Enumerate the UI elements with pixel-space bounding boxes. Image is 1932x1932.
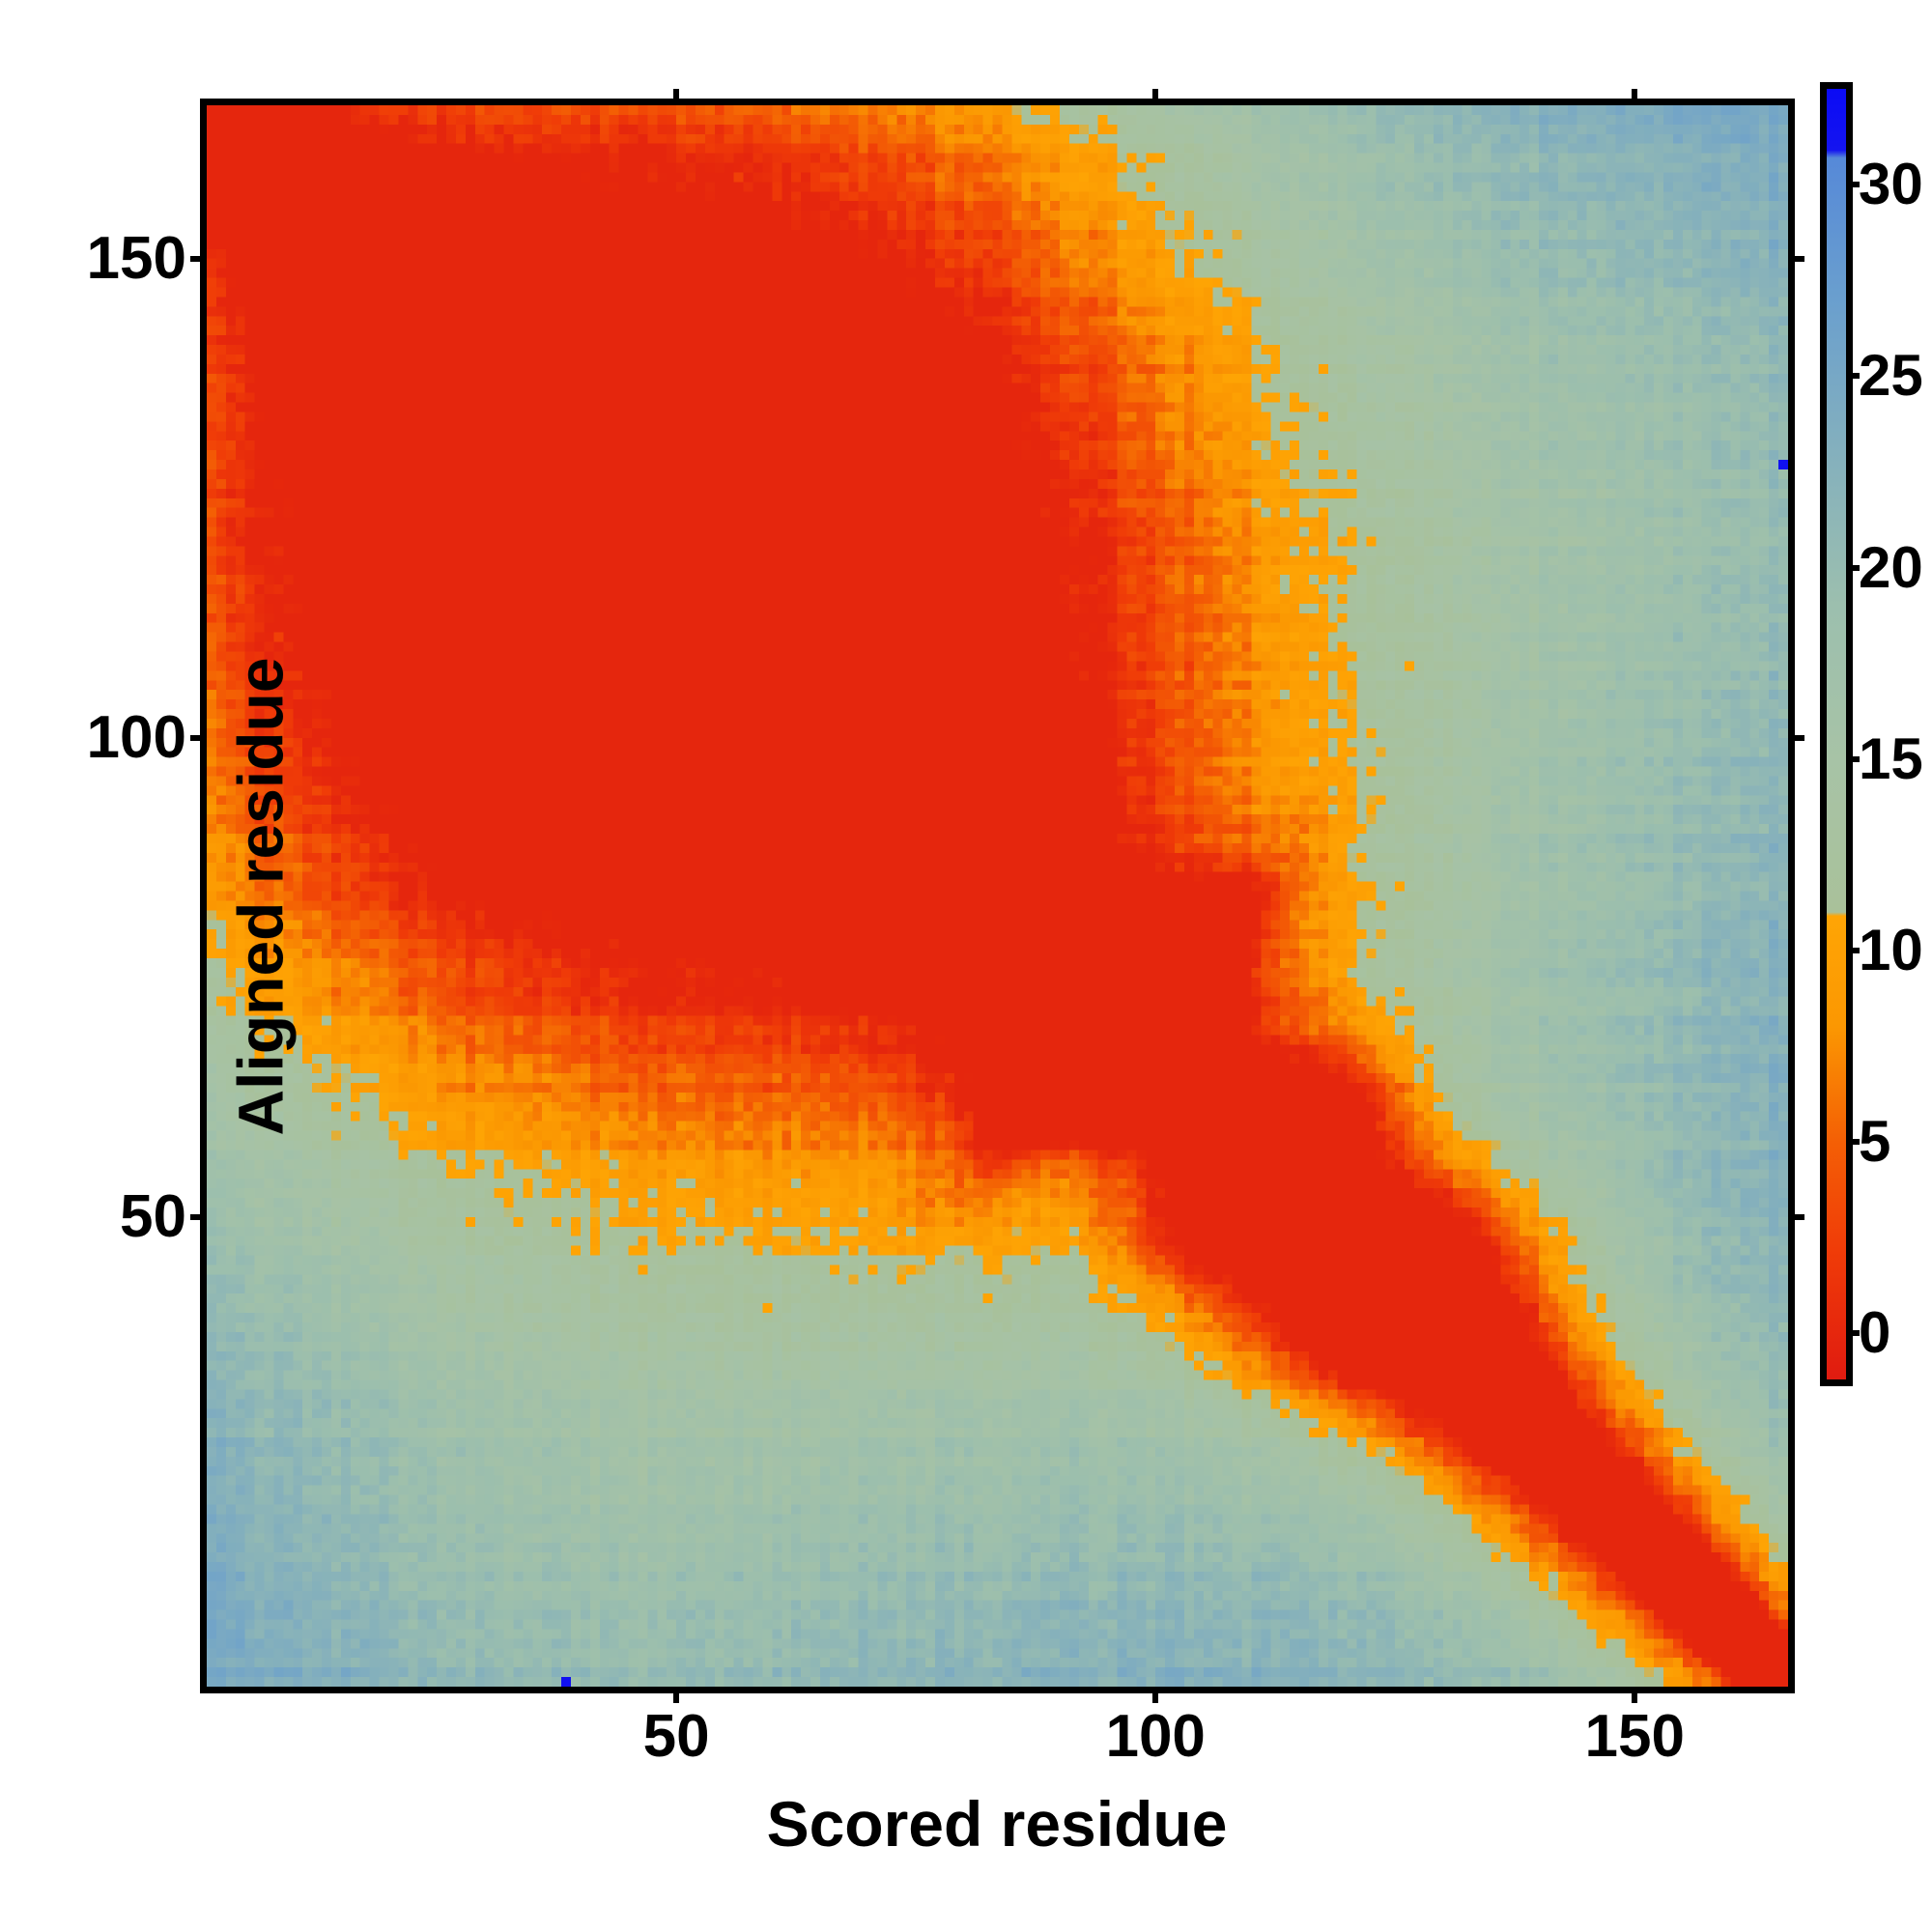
x-tick-label-50: 50 [642,1703,710,1770]
x-tick-50 [673,1687,680,1703]
colorbar-label-10: 10 [1859,917,1923,982]
x-tick-top-50 [673,89,680,105]
colorbar-label-30: 30 [1859,152,1923,217]
colorbar-label-0: 0 [1859,1300,1891,1366]
colorbar-tick-20 [1847,564,1860,571]
x-tick-label-150: 150 [1584,1703,1685,1770]
y-tick-label-150: 150 [86,224,186,292]
heatmap-plot-area [200,99,1795,1693]
y-tick-right-150 [1788,255,1804,262]
colorbar-label-20: 20 [1859,534,1923,600]
colorbar-tick-10 [1847,947,1860,953]
y-axis-title: Aligned residue [224,657,297,1136]
colorbar-label-15: 15 [1859,725,1923,791]
colorbar-gradient [1827,89,1846,1379]
y-tick-right-100 [1788,734,1804,741]
y-tick-label-50: 50 [120,1182,186,1250]
y-tick-label-100: 100 [86,703,186,771]
x-tick-label-100: 100 [1105,1703,1206,1770]
colorbar-tick-15 [1847,755,1860,762]
colorbar-tick-5 [1847,1139,1860,1146]
x-tick-top-100 [1152,89,1159,105]
colorbar-tick-30 [1847,182,1860,188]
colorbar-tick-0 [1847,1330,1860,1337]
colorbar-label-25: 25 [1859,343,1923,409]
colorbar-label-5: 5 [1859,1109,1891,1175]
y-tick-50 [190,1213,207,1220]
x-tick-100 [1152,1687,1159,1703]
colorbar-tick-25 [1847,373,1860,380]
heatmap-canvas [207,105,1788,1687]
y-tick-right-50 [1788,1213,1804,1220]
x-tick-top-150 [1632,89,1638,105]
x-axis-title: Scored residue [766,1788,1228,1860]
y-tick-150 [190,255,207,262]
y-tick-100 [190,734,207,741]
x-tick-150 [1632,1687,1638,1703]
colorbar [1820,82,1853,1386]
